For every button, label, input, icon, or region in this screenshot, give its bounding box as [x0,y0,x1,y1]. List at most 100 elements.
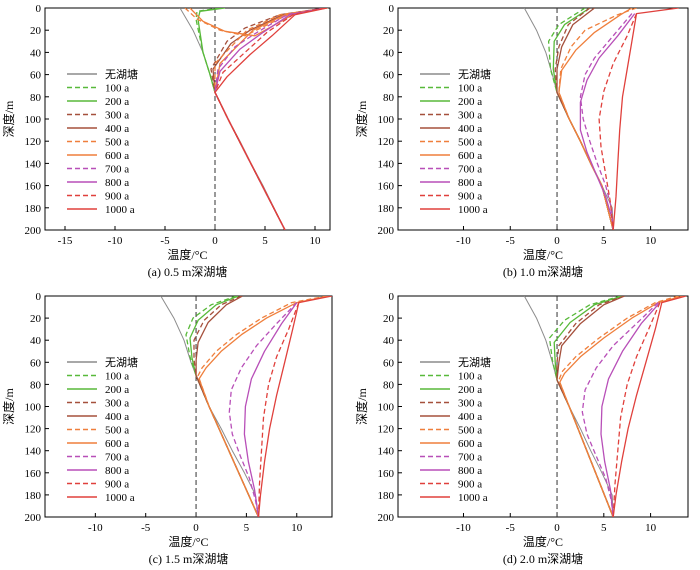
y-tick-label: 0 [389,291,395,303]
series-line-5 [558,296,679,517]
y-tick-label: 40 [383,335,395,347]
legend-label: 900 a [458,479,482,491]
x-axis-label: 温度/°C [167,247,207,262]
legend-label: 1000 a [458,204,488,216]
y-tick-label: 20 [383,25,395,37]
y-tick-label: 180 [378,490,395,502]
series-line-8 [600,302,661,517]
chart-panel-3: 0 20 40 60 80 100 120 140 160 180 200 -10 -5 0 5 10 无湖塘 1… [1,291,333,566]
legend-label: 200 a [458,96,482,108]
y-axis-label: 深度/m [354,100,369,137]
series-line-1 [185,296,260,517]
y-tick-label: 140 [25,446,42,458]
series-line-4 [556,296,625,517]
legend-label: 900 a [458,191,482,203]
y-tick-label: 100 [25,114,42,126]
y-tick-label: 140 [378,446,395,458]
y-tick-label: 120 [378,136,395,148]
legend-label: 800 a [105,465,129,477]
y-tick-label: 140 [378,158,395,170]
panel-caption: (c) 1.5 m深湖塘 [149,551,229,566]
panel-caption: (b) 1.0 m深湖塘 [503,264,583,279]
panel-caption: (a) 0.5 m深湖塘 [148,264,228,279]
y-tick-label: 120 [378,424,395,436]
y-tick-label: 180 [25,203,42,215]
series-line-8 [579,13,636,230]
legend-label: 200 a [105,384,129,396]
legend-label: 无湖塘 [458,355,491,369]
legend-label: 500 a [458,425,482,437]
x-tick-label: 10 [291,522,303,534]
y-tick-label: 60 [30,357,42,369]
legend-label: 600 a [105,438,129,450]
legend-label: 900 a [105,479,129,491]
y-tick-label: 20 [30,25,42,37]
legend-label: 1000 a [105,492,135,504]
y-tick-label: 120 [25,136,42,148]
series-line-9 [214,8,326,230]
series-line-7 [214,8,326,230]
x-tick-label: -10 [456,522,471,534]
legend-label: 500 a [458,137,482,149]
legend-label: 700 a [458,452,482,464]
y-axis-label: 深度/m [1,100,16,137]
legend-label: 1000 a [105,204,135,216]
legend-label: 400 a [105,411,129,423]
series-line-7 [579,13,633,230]
legend-label: 300 a [105,398,129,410]
legend-label: 300 a [458,398,482,410]
y-axis-label: 深度/m [354,388,369,425]
x-tick-label: 0 [554,522,560,534]
y-tick-label: 60 [383,70,395,82]
x-tick-label: 0 [212,235,218,247]
series-line-9 [612,302,661,517]
y-tick-label: 0 [389,3,395,15]
x-tick-label: -10 [108,235,123,247]
legend-label: 500 a [105,425,129,437]
plot-frame [397,295,689,518]
series-line-3 [556,296,625,517]
y-tick-label: 60 [30,70,42,82]
legend-label: 300 a [105,110,129,122]
y-tick-label: 80 [383,92,395,104]
series-line-5 [558,8,637,230]
legend-label: 400 a [458,123,482,135]
y-tick-label: 40 [30,47,42,59]
y-tick-label: 180 [25,490,42,502]
series-group [179,8,328,230]
plot-frame [44,7,331,231]
y-tick-label: 80 [30,379,42,391]
legend-label: 100 a [458,83,482,95]
series-line-6 [559,296,684,517]
legend-label: 1000 a [458,492,488,504]
y-tick-label: 40 [383,47,395,59]
y-tick-label: 0 [36,291,42,303]
x-tick-label: 5 [244,522,250,534]
series-line-7 [581,302,659,517]
x-tick-label: 5 [262,235,268,247]
y-tick-label: 200 [25,225,42,237]
series-line-5 [184,8,328,230]
y-tick-label: 160 [378,181,395,193]
legend-label: 800 a [458,177,482,189]
series-line-8 [243,302,298,517]
series-line-10 [214,8,328,230]
legend-label: 900 a [105,191,129,203]
plot-frame [397,7,689,231]
chart-panel-4: 0 20 40 60 80 100 120 140 160 180 200 -10 -5 0 5 10 无湖塘 1… [354,291,689,566]
legend-label: 600 a [458,438,482,450]
y-tick-label: 140 [25,158,42,170]
y-tick-label: 20 [383,313,395,325]
chart-panel-2: 0 20 40 60 80 100 120 140 160 180 200 -10 -5 0 5 10 无湖塘 1… [354,3,689,279]
series-line-10 [612,296,687,517]
legend-label: 100 a [105,83,129,95]
y-tick-label: 20 [30,313,42,325]
x-tick-label: -5 [160,235,170,247]
series-group [160,296,332,517]
y-tick-label: 180 [378,203,395,215]
legend-label: 300 a [458,110,482,122]
series-line-7 [228,302,298,517]
x-tick-label: -10 [88,522,103,534]
legend-label: 400 a [458,411,482,423]
